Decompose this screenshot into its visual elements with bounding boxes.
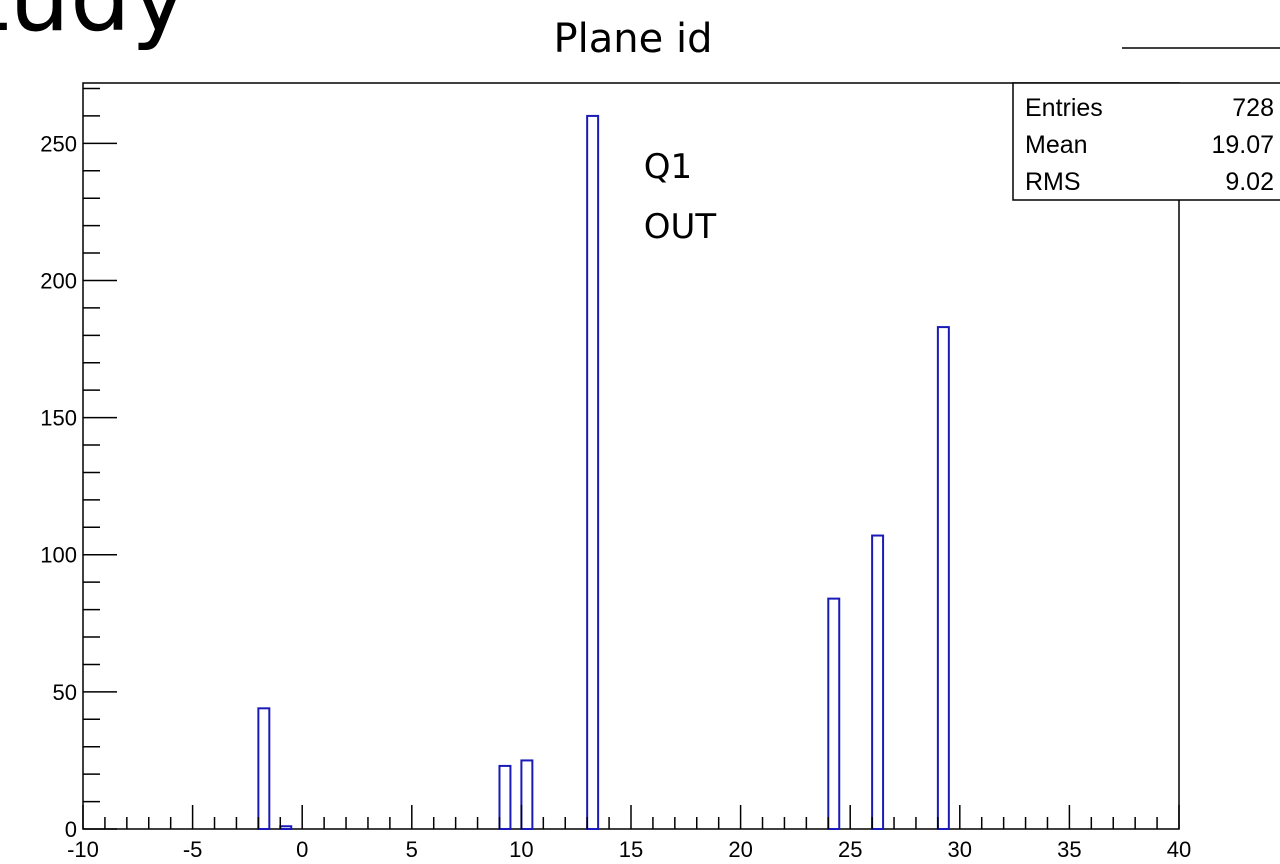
x-tick-label-30: 30 [948, 837, 972, 862]
x-tick-label--10: -10 [67, 837, 99, 862]
bar-3 [520, 759, 534, 831]
annotation-q1: Q1 [644, 147, 692, 187]
x-tick-label--5: -5 [183, 837, 203, 862]
stats-label-entries: Entries [1025, 94, 1103, 122]
x-tick-label-25: 25 [838, 837, 862, 862]
bar-2 [498, 764, 512, 831]
stats-value-entries: 728 [1232, 94, 1274, 122]
slide-title-fragment: s Study [0, 0, 188, 53]
annotation-out: OUT [644, 207, 717, 247]
y-tick-label-200: 200 [40, 268, 77, 293]
stats-box: Entries 728 Mean 19.07 RMS 9.02 [1012, 82, 1280, 201]
y-tick-label-50: 50 [53, 680, 77, 705]
y-tick-label-150: 150 [40, 406, 77, 431]
bar-4 [586, 114, 600, 831]
bar-0 [257, 707, 271, 831]
y-tick-label-100: 100 [40, 543, 77, 568]
bar-7 [936, 326, 950, 830]
x-tick-label-10: 10 [509, 837, 533, 862]
bar-1 [279, 825, 293, 830]
bars-group [257, 114, 950, 831]
stats-label-rms: RMS [1025, 168, 1081, 196]
slide-subtitle: Plane id [554, 16, 713, 62]
stats-box-frame [1012, 82, 1280, 201]
stats-value-rms: 9.02 [1225, 168, 1274, 196]
x-tick-label-0: 0 [296, 837, 308, 862]
y-tick-label-0: 0 [65, 817, 77, 842]
y-tick-label-250: 250 [40, 131, 77, 156]
x-tick-label-20: 20 [728, 837, 752, 862]
x-tick-label-15: 15 [619, 837, 643, 862]
x-tick-label-40: 40 [1167, 837, 1191, 862]
x-tick-label-35: 35 [1057, 837, 1081, 862]
x-tick-label-5: 5 [406, 837, 418, 862]
bar-5 [827, 597, 841, 831]
axes-group: -10 -5 0 5 10 15 20 25 30 35 40 0 50 100 150 200 250 [40, 87, 1191, 862]
stats-label-mean: Mean [1025, 131, 1088, 159]
bar-6 [871, 534, 885, 830]
stats-value-mean: 19.07 [1211, 131, 1274, 159]
